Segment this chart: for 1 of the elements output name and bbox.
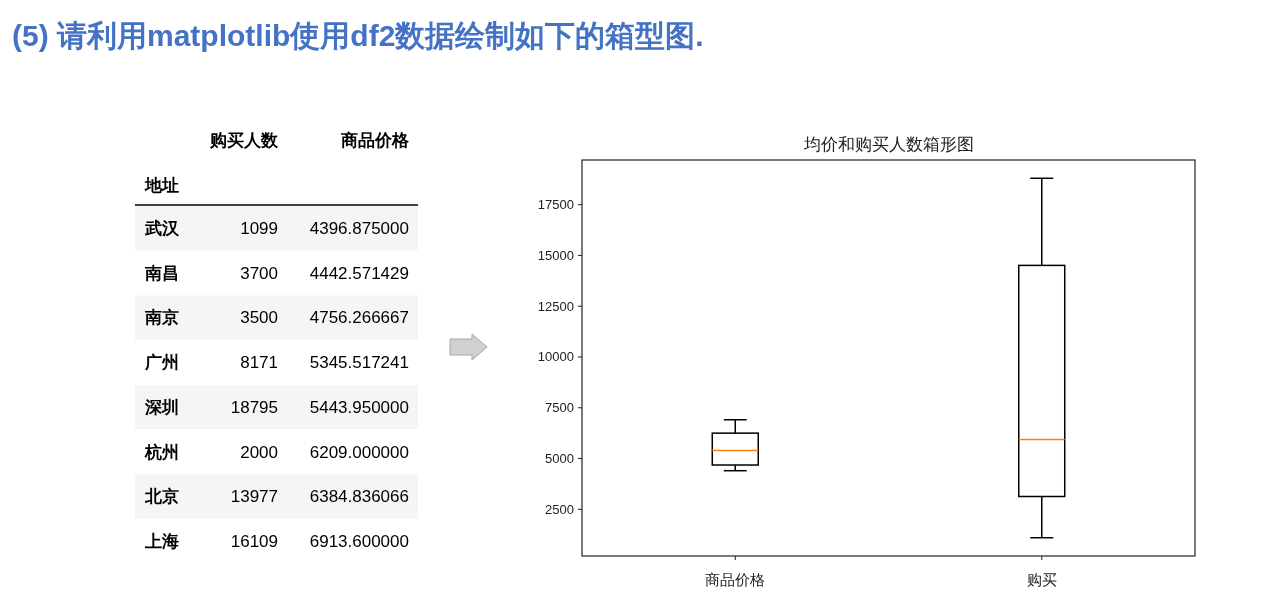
title: (5) 请利用matplotlib使用df2数据绘制如下的箱型图. — [12, 19, 704, 52]
